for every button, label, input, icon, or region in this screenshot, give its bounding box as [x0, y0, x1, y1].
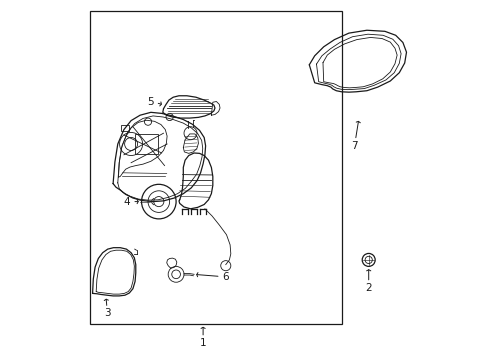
Bar [89, 11, 341, 324]
Text: 6: 6 [222, 272, 228, 282]
Text: 2: 2 [365, 283, 371, 293]
Text: 7: 7 [350, 141, 357, 151]
Text: 5: 5 [147, 96, 154, 107]
Text: 3: 3 [103, 308, 110, 318]
Text: 1: 1 [200, 338, 206, 348]
Bar [121, 125, 129, 131]
Text: 4: 4 [123, 197, 129, 207]
